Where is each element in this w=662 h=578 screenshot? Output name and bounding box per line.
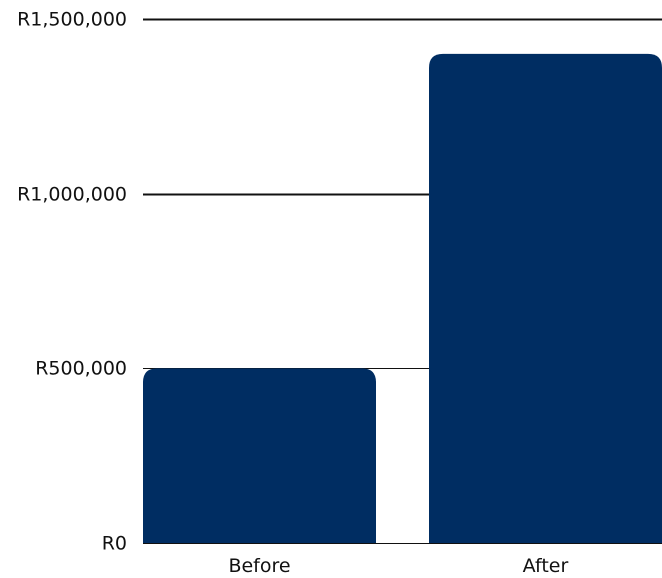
y-tick-label: R500,000 [35, 358, 127, 380]
x-category-label: Before [228, 555, 290, 577]
y-tick-label: R1,000,000 [17, 184, 127, 206]
y-tick-label: R0 [102, 533, 127, 555]
bars [143, 53, 662, 543]
x-category-label: After [523, 555, 569, 577]
y-tick-label: R1,500,000 [17, 9, 127, 31]
bar-after [429, 53, 662, 543]
bar-before [143, 368, 376, 543]
x-axis-category-labels: Before After [228, 555, 568, 577]
y-axis-tick-labels: R0 R500,000 R1,000,000 R1,500,000 [17, 9, 127, 555]
